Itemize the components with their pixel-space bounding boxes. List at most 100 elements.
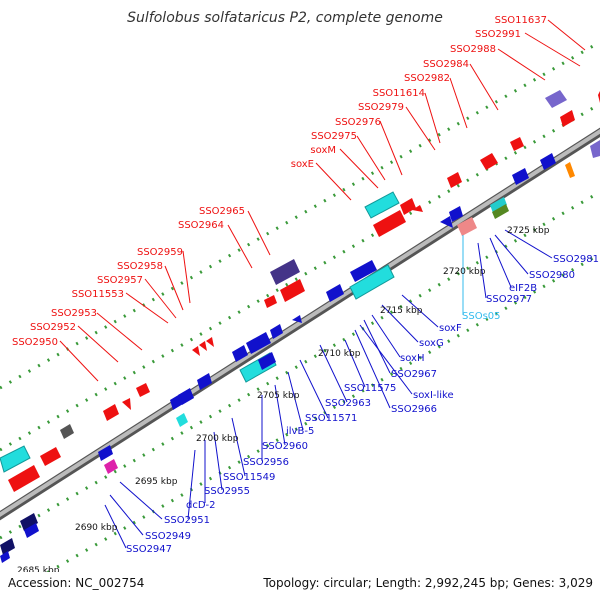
- label-soxg[interactable]: soxG: [419, 338, 444, 349]
- label-sso2976[interactable]: SSO2976: [335, 117, 381, 128]
- gene-sso2951[interactable]: [20, 513, 38, 531]
- label-ilvb-5[interactable]: ilvB-5: [286, 426, 314, 437]
- label-sso2950[interactable]: SSO2950: [12, 337, 58, 348]
- scale-label-2700: 2700 kbp: [196, 434, 239, 444]
- gene-sso2950[interactable]: [40, 447, 61, 466]
- forward-strand-genes: [0, 90, 600, 492]
- forward-label-lines: [59, 19, 586, 382]
- label-sso2965[interactable]: SSO2965: [199, 206, 245, 217]
- gene-sso2952[interactable]: [103, 404, 119, 421]
- label-sso2949[interactable]: SSO2949: [145, 531, 191, 542]
- label-sso2975[interactable]: SSO2975: [311, 131, 357, 142]
- label-sso2988[interactable]: SSO2988: [450, 44, 496, 55]
- gene-sso2955[interactable]: [98, 445, 113, 461]
- gene-soxf-small[interactable]: [449, 206, 463, 222]
- gene-sso2966[interactable]: [246, 332, 271, 354]
- gene-ssos05[interactable]: [440, 216, 453, 228]
- gene-sso2980[interactable]: [512, 168, 529, 185]
- gene-sso2965[interactable]: [270, 259, 300, 285]
- gene-soxg[interactable]: [350, 260, 377, 282]
- gene-reverse-left[interactable]: [0, 551, 10, 563]
- gene-sso2979[interactable]: [447, 172, 462, 188]
- label-sso11614[interactable]: SSO11614: [373, 88, 425, 99]
- label-sso2959[interactable]: SSO2959: [137, 247, 183, 258]
- gene-sso2958[interactable]: [199, 341, 207, 351]
- label-sso2958[interactable]: SSO2958: [117, 261, 163, 272]
- label-sso2981[interactable]: SSO2981: [553, 254, 599, 265]
- gene-forward-left[interactable]: [8, 465, 40, 492]
- map-title: Sulfolobus solfataricus P2, complete gen…: [127, 10, 443, 26]
- gene-sso11553[interactable]: [136, 383, 150, 397]
- gene-sso2953[interactable]: [122, 398, 131, 410]
- label-sso2964[interactable]: SSO2964: [178, 220, 224, 231]
- label-sso2951[interactable]: SSO2951: [164, 515, 210, 526]
- label-sso2953[interactable]: SSO2953: [51, 308, 97, 319]
- label-sso11637[interactable]: SSO11637: [495, 15, 547, 26]
- label-sso11575[interactable]: SSO11575: [344, 383, 396, 394]
- label-sso11549[interactable]: SSO11549: [223, 472, 275, 483]
- gene-sso2975[interactable]: [412, 205, 423, 212]
- gene-eif2b-orange[interactable]: [565, 162, 575, 178]
- label-sso2979[interactable]: SSO2979: [358, 102, 404, 113]
- gene-sso2984-box[interactable]: [590, 140, 600, 158]
- gene-sso2988-box[interactable]: [545, 90, 567, 108]
- gene-sso2949[interactable]: [24, 523, 39, 538]
- label-sso2963[interactable]: SSO2963: [325, 398, 371, 409]
- label-sso2977[interactable]: SSO2977: [486, 294, 532, 305]
- gene-dcd-2[interactable]: [104, 459, 118, 474]
- label-sso11553[interactable]: SSO11553: [72, 289, 124, 300]
- scale-label-2695: 2695 kbp: [135, 477, 178, 487]
- gene-soxf[interactable]: [349, 264, 395, 300]
- label-sso2984[interactable]: SSO2984: [423, 59, 469, 70]
- gene-sso2964[interactable]: [280, 279, 305, 302]
- label-soxf[interactable]: soxF: [439, 323, 462, 334]
- label-soxe[interactable]: soxE: [291, 159, 314, 170]
- gene-eif2b-b[interactable]: [492, 204, 509, 219]
- gene-soxm[interactable]: [364, 191, 400, 219]
- gene-ilvb-5[interactable]: [197, 373, 212, 390]
- forward-inner-guide: [0, 102, 600, 452]
- gene-eif2b[interactable]: [490, 197, 507, 213]
- label-sso2957[interactable]: SSO2957: [97, 275, 143, 286]
- label-soxi-like[interactable]: soxI-like: [413, 390, 454, 401]
- label-sso2960[interactable]: SSO2960: [262, 441, 308, 452]
- label-sso2966[interactable]: SSO2966: [391, 404, 437, 415]
- gene-sso11575[interactable]: [232, 345, 248, 362]
- gene-sso2977[interactable]: [457, 217, 477, 236]
- gene-soxh[interactable]: [326, 284, 344, 302]
- gene-sso2947[interactable]: [0, 538, 15, 555]
- gene-sso11549[interactable]: [176, 413, 188, 427]
- gene-sso2956[interactable]: [170, 394, 183, 410]
- gene-sso2976[interactable]: [400, 198, 416, 215]
- gene-sso2964b[interactable]: [264, 295, 277, 308]
- gene-sso2967[interactable]: [292, 315, 302, 323]
- gene-sso2959[interactable]: [192, 346, 200, 356]
- reverse-inner-guide: [0, 190, 600, 540]
- label-sso2980[interactable]: SSO2980: [529, 270, 575, 281]
- label-sso11571[interactable]: SSO11571: [305, 413, 357, 424]
- gene-sso2950-box[interactable]: [60, 424, 74, 439]
- gene-sso2957[interactable]: [206, 337, 214, 347]
- gene-sso2982[interactable]: [510, 137, 524, 151]
- label-sso2956[interactable]: SSO2956: [243, 457, 289, 468]
- label-eif2b[interactable]: eIF2B: [509, 283, 537, 294]
- label-soxm[interactable]: soxM: [310, 145, 336, 156]
- label-sso2991[interactable]: SSO2991: [475, 29, 521, 40]
- gene-sso11637[interactable]: [560, 110, 575, 127]
- label-soxh[interactable]: soxH: [400, 353, 424, 364]
- label-ssos05[interactable]: SSOs05: [462, 311, 501, 322]
- gene-sso2981[interactable]: [540, 153, 556, 170]
- gene-sso11571[interactable]: [258, 352, 276, 370]
- gene-soxe[interactable]: [373, 210, 406, 237]
- reverse-gene-labels: SSO2981 SSO2980 eIF2B SSO2977 SSOs05 sox…: [126, 254, 599, 555]
- label-sso2947[interactable]: SSO2947: [126, 544, 172, 555]
- label-sso2967[interactable]: SSO2967: [391, 369, 437, 380]
- genome-backbone: [0, 127, 600, 521]
- label-dcd-2[interactable]: dcD-2: [186, 500, 216, 511]
- gene-forward-left-rna[interactable]: [0, 445, 31, 473]
- label-sso2982[interactable]: SSO2982: [404, 73, 450, 84]
- label-sso2955[interactable]: SSO2955: [204, 486, 250, 497]
- gene-soxi-like[interactable]: [270, 324, 283, 339]
- label-sso2952[interactable]: SSO2952: [30, 322, 76, 333]
- gene-sso11614[interactable]: [480, 153, 498, 170]
